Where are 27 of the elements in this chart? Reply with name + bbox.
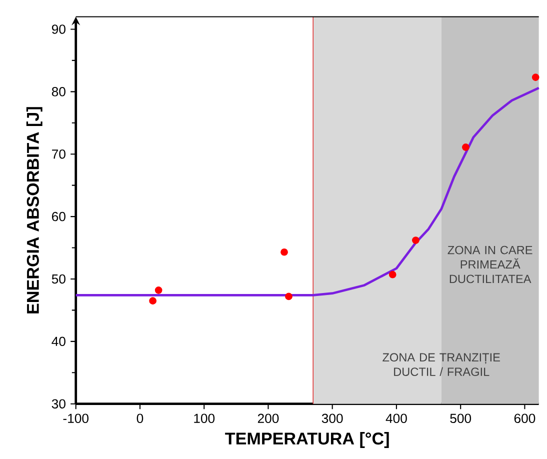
point xyxy=(285,292,292,300)
point xyxy=(154,286,162,294)
x-tick-label: 400 xyxy=(386,414,407,424)
line-series xyxy=(74,86,540,296)
x-tick-label: -100 xyxy=(63,414,88,424)
y-tick-label: 30 xyxy=(52,399,66,408)
point xyxy=(462,144,470,151)
y-tick-label: 90 xyxy=(52,24,66,34)
point xyxy=(412,236,420,244)
x-tick-label: 600 xyxy=(514,414,536,424)
point xyxy=(280,248,288,256)
y-axis-title: ENERGIA ABSORBITA [J] xyxy=(26,107,42,314)
x-tick-label: 500 xyxy=(450,414,472,424)
x-tick-label: 300 xyxy=(322,414,343,424)
y-tick-label: 70 xyxy=(52,149,66,159)
point xyxy=(149,297,156,305)
y-tick-label: 80 xyxy=(52,87,66,96)
point xyxy=(388,270,396,278)
x-tick-label: 100 xyxy=(194,414,215,424)
x-tick-label: 200 xyxy=(258,414,279,424)
y-tick-label: 40 xyxy=(52,336,66,346)
y-tick-label: 50 xyxy=(52,274,66,284)
x-tick-label: 0 xyxy=(136,414,144,424)
x-axis-title: TEMPERATURA [°C] xyxy=(225,432,389,448)
band-label: ZONA DE TRANZIȚIE DUCTIL / FRAGIL xyxy=(382,353,500,376)
band-label: ZONA IN CARE PRIMEAZĂ DUCTILITATEA xyxy=(448,246,532,284)
y-tick-label: 60 xyxy=(52,212,66,222)
